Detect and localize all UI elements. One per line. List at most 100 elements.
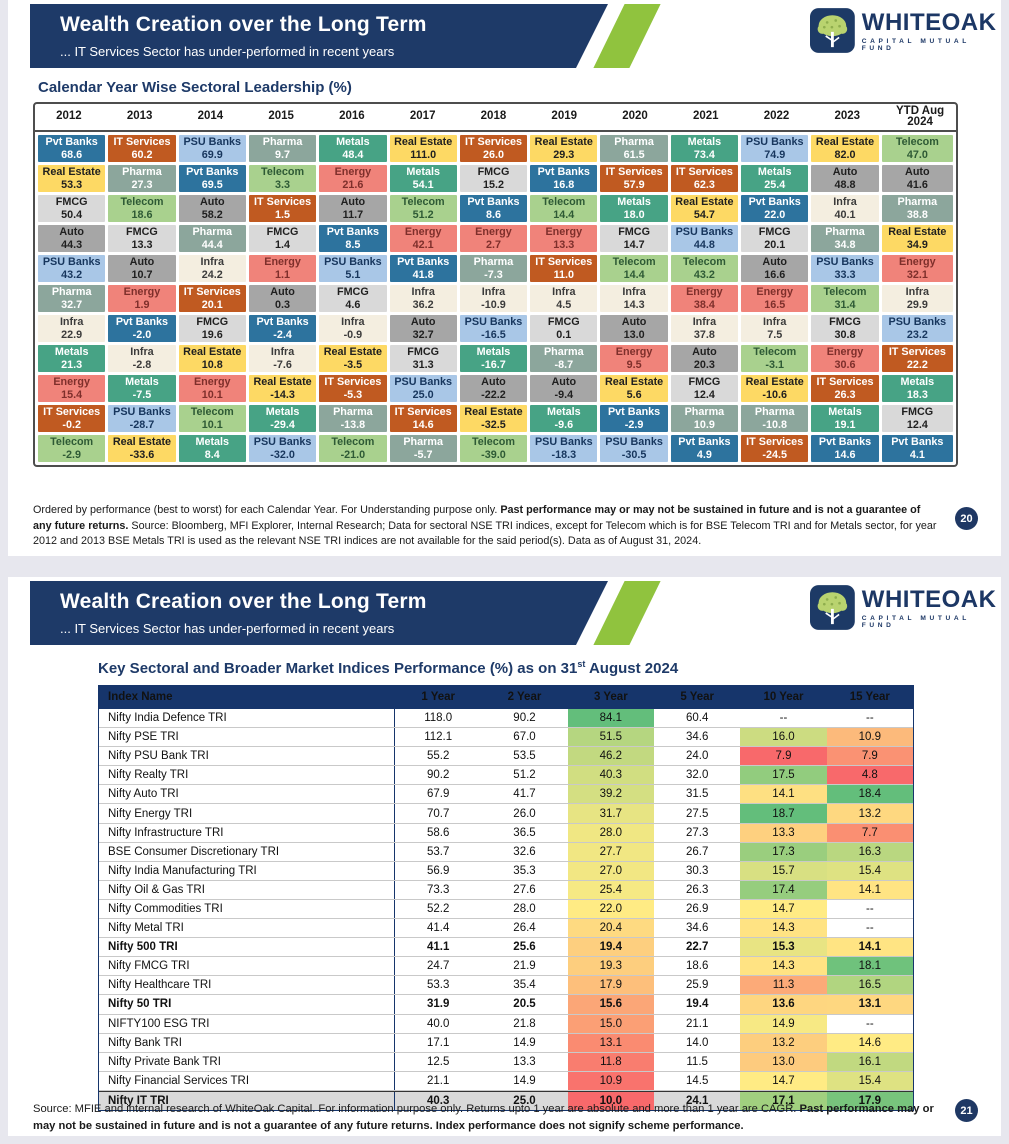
sector-cell: IT Services 11.0 — [530, 255, 598, 282]
index-row: NIFTY100 ESG TRI 40.0 21.8 15.0 21.1 14.9 -- — [99, 1014, 913, 1034]
return-value-cell: 13.2 — [826, 804, 913, 823]
brand-name: WHITEOAK — [861, 586, 997, 613]
sector-cell: IT Services -24.5 — [741, 435, 809, 462]
sector-cell: FMCG 13.3 — [108, 225, 176, 252]
logo-tree-icon — [810, 8, 855, 53]
index-name: Nifty PSU Bank TRI — [99, 747, 395, 766]
return-value-cell: 17.3 — [740, 842, 827, 861]
return-value-cell: 25.0 — [513, 1094, 536, 1107]
return-value-cell: 25.4 — [567, 880, 654, 899]
year-column-header: 2019 — [551, 110, 578, 123]
return-value-cell: 10.0 — [567, 1091, 654, 1110]
return-value-cell: 35.4 — [513, 979, 536, 992]
sector-cell: Pharma -7.3 — [459, 255, 528, 282]
sector-cell: Metals 18.3 — [881, 375, 953, 402]
return-value-cell: 58.6 — [426, 826, 450, 839]
sector-cell: Auto 41.6 — [881, 165, 953, 192]
sector-cell: Pharma -10.8 — [741, 405, 809, 432]
return-value-cell: 15.3 — [740, 938, 827, 957]
sector-cell: Infra 37.8 — [670, 315, 739, 342]
sector-cell: Infra -7.6 — [248, 345, 317, 372]
return-value-cell: 20.4 — [567, 919, 654, 938]
index-row: Nifty India Defence TRI 118.0 90.2 84.1 60.4… — [99, 709, 913, 729]
sector-cell: Telecom 43.2 — [670, 255, 739, 282]
return-value-cell: 31.9 — [426, 998, 450, 1011]
return-value-cell: 14.9 — [740, 1014, 827, 1033]
return-value-cell: 17.1 — [740, 1091, 827, 1110]
sector-cell: Pvt Banks 22.0 — [741, 195, 809, 222]
sector-table-body: Pvt Banks 68.6 IT Services 60.2 PSU Banks 69.… — [35, 132, 956, 465]
return-value-cell: 32.0 — [685, 769, 709, 782]
sector-cell: Telecom 14.4 — [600, 255, 668, 282]
sector-cell: Energy 30.6 — [811, 345, 879, 372]
sector-cell: Infra 14.3 — [600, 285, 668, 312]
return-value-cell: 36.5 — [513, 826, 536, 839]
sector-cell: Real Estate 111.0 — [389, 135, 457, 162]
sector-cell: PSU Banks 69.9 — [178, 135, 246, 162]
sector-cell: FMCG 1.4 — [248, 225, 317, 252]
sector-cell: Pharma 9.7 — [248, 135, 317, 162]
column-header: Index Name — [99, 686, 395, 708]
index-row: Nifty Private Bank TRI 12.5 13.3 11.8 11.5 13… — [99, 1052, 913, 1072]
return-value-cell: 14.0 — [685, 1036, 709, 1049]
index-name: Nifty Oil & Gas TRI — [99, 880, 395, 899]
index-row: Nifty 500 TRI 41.1 25.6 19.4 22.7 15.3 14.1 — [99, 938, 913, 958]
year-column-header: 2013 — [126, 110, 153, 123]
index-name: Nifty 500 TRI — [99, 938, 395, 957]
return-value-cell: 60.4 — [685, 712, 709, 725]
return-value-cell: 40.3 — [567, 766, 654, 785]
header-title: Wealth Creation over the Long Term — [60, 13, 427, 36]
index-name: Nifty Financial Services TRI — [99, 1071, 395, 1090]
index-row: Nifty Financial Services TRI 21.1 14.9 10.9… — [99, 1071, 913, 1091]
index-row: Nifty Commodities TRI 52.2 28.0 22.0 26.9 14.… — [99, 899, 913, 920]
sector-cell: PSU Banks 33.3 — [811, 255, 879, 282]
sector-cell: Metals -7.5 — [108, 375, 176, 402]
sector-cell: IT Services 14.6 — [389, 405, 457, 432]
return-value-cell: 40.0 — [426, 1017, 450, 1030]
sector-cell: PSU Banks -18.3 — [530, 435, 598, 462]
whiteoak-logo: WHITEOAK CAPITAL MUTUAL FUND — [810, 7, 1001, 54]
return-value-cell: 21.1 — [685, 1017, 709, 1030]
sector-cell: Pharma 34.8 — [811, 225, 879, 252]
return-value-cell: 26.4 — [513, 922, 536, 935]
sector-cell: Infra 40.1 — [811, 195, 879, 222]
sector-cell: Pvt Banks -2.0 — [108, 315, 176, 342]
sector-cell: Infra 4.5 — [530, 285, 598, 312]
sector-cell: Real Estate 34.9 — [881, 225, 953, 252]
sector-cell: IT Services 26.0 — [459, 135, 528, 162]
year-column-header: 2017 — [409, 110, 436, 123]
sector-cell: Real Estate -10.6 — [741, 375, 809, 402]
return-value-cell: -- — [826, 709, 913, 728]
return-value-cell: 15.4 — [826, 861, 913, 880]
sector-cell: Energy 9.5 — [600, 345, 668, 372]
return-value-cell: 7.9 — [740, 747, 827, 766]
sector-cell: PSU Banks -32.0 — [248, 435, 317, 462]
return-value-cell: 90.2 — [513, 712, 536, 725]
return-value-cell: 14.7 — [740, 1071, 827, 1090]
sector-cell: Pvt Banks 4.9 — [670, 435, 739, 462]
index-row: Nifty India Manufacturing TRI 56.9 35.3 27.… — [99, 861, 913, 881]
return-value-cell: 14.6 — [826, 1033, 913, 1052]
sector-cell: PSU Banks 25.0 — [389, 375, 457, 402]
return-value-cell: 18.4 — [826, 785, 913, 804]
index-row: Nifty 50 TRI 31.9 20.5 15.6 19.4 13.6 13.1 — [99, 995, 913, 1015]
return-value-cell: 28.0 — [513, 902, 536, 915]
sector-cell: IT Services 26.3 — [811, 375, 879, 402]
return-value-cell: 25.9 — [685, 979, 709, 992]
year-column-header: 2014 — [197, 110, 224, 123]
index-row: BSE Consumer Discretionary TRI 53.7 32.6 27… — [99, 842, 913, 862]
indices-header-row: Index Name 1 Year 2 Year 3 Year 5 Year 10 Yea… — [99, 686, 913, 709]
return-value-cell: 46.2 — [567, 747, 654, 766]
sector-cell: Auto 20.3 — [670, 345, 739, 372]
return-value-cell: 73.3 — [426, 883, 450, 896]
return-value-cell: 18.7 — [740, 804, 827, 823]
return-value-cell: 40.3 — [426, 1094, 450, 1107]
index-name: NIFTY100 ESG TRI — [99, 1014, 395, 1033]
return-value-cell: 41.4 — [426, 922, 450, 935]
sector-cell: Metals 73.4 — [670, 135, 739, 162]
return-value-cell: 27.3 — [685, 826, 709, 839]
sector-cell: Real Estate 29.3 — [530, 135, 598, 162]
column-header: 1 Year — [421, 691, 455, 703]
return-value-cell: 7.9 — [826, 747, 913, 766]
index-row: Nifty PSE TRI 112.1 67.0 51.5 34.6 16.0 10.9 — [99, 728, 913, 748]
